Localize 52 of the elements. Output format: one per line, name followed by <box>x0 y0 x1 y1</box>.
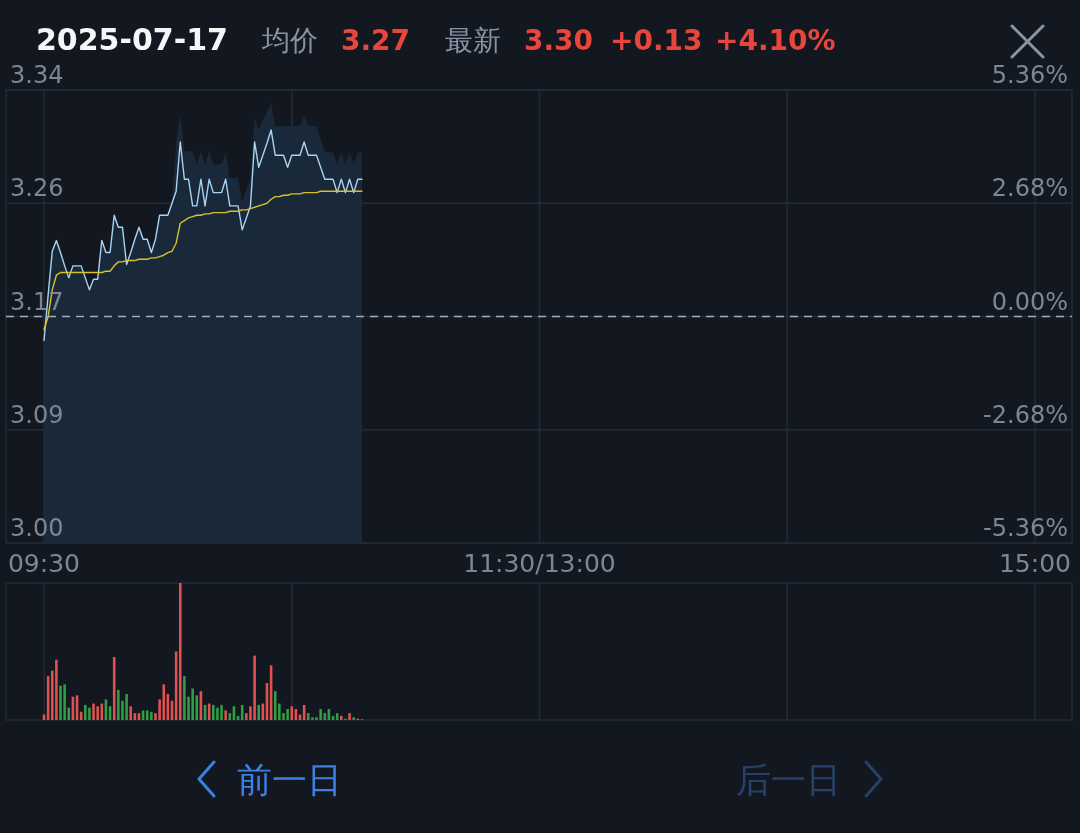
text: 最新 <box>445 24 501 57</box>
bar <box>96 706 99 720</box>
x-tick-label: 15:00 <box>998 549 1072 578</box>
y-tick-label: 3.34 <box>10 61 64 89</box>
y-tick-label: 3.09 <box>10 400 64 429</box>
text: 均价 <box>261 24 318 57</box>
bar <box>220 704 223 720</box>
bar <box>348 713 351 720</box>
bar <box>63 684 66 720</box>
chart-title: 2025-07-17 <box>36 22 228 57</box>
bar <box>286 709 289 720</box>
bar <box>216 707 219 720</box>
bar <box>162 684 166 720</box>
bar <box>84 704 87 720</box>
bar <box>273 691 277 720</box>
bar <box>224 710 227 720</box>
bar <box>191 688 194 720</box>
y2-tick-label: -5.36% <box>983 514 1068 542</box>
x-tick-label: 11:30/13:00 <box>463 549 616 578</box>
bar <box>55 659 58 720</box>
text: +0.13 <box>610 24 703 57</box>
bar <box>253 655 256 720</box>
bar <box>150 711 153 720</box>
text: +4.10% <box>715 24 836 57</box>
bar <box>306 713 310 720</box>
bar <box>352 717 355 720</box>
bar <box>125 693 128 720</box>
bar <box>88 707 91 720</box>
bar <box>212 704 215 720</box>
text: 前一日 <box>236 760 342 800</box>
bar <box>145 710 149 720</box>
bar <box>257 704 260 720</box>
bar <box>183 676 186 720</box>
bar <box>319 709 322 720</box>
bar <box>290 706 294 720</box>
bar <box>129 706 132 720</box>
bar <box>92 703 95 720</box>
y2-tick-label: 0.00% <box>991 287 1068 316</box>
text: 3.30 <box>524 24 594 57</box>
bar <box>340 715 343 720</box>
y2-tick-label: 2.68% <box>991 174 1068 203</box>
y-tick-label: 3.26 <box>10 174 64 203</box>
bar <box>117 689 120 720</box>
y2-tick-label: 5.36% <box>991 61 1068 89</box>
bar <box>59 685 62 720</box>
text: 3.27 <box>341 24 411 57</box>
y2-tick-label: -2.68% <box>983 400 1068 429</box>
bar <box>178 583 182 720</box>
bar <box>311 717 314 720</box>
text: 后一日 <box>735 760 841 800</box>
x-tick-label: 09:30 <box>7 549 81 578</box>
y-tick-label: 3.00 <box>10 514 64 542</box>
